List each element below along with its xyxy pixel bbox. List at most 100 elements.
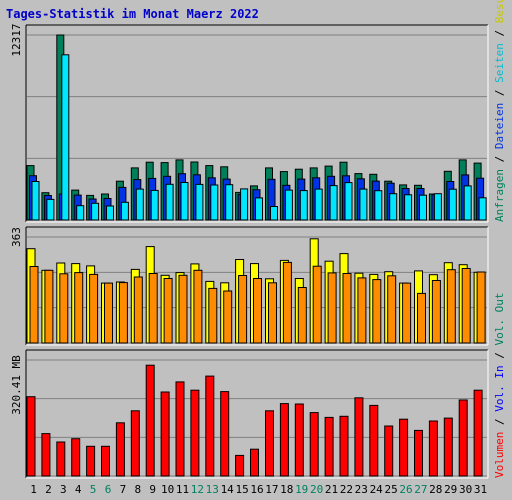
bar-rechner-day-11 <box>178 274 188 344</box>
x-label-day-17: 17 <box>265 483 278 496</box>
bar-rechner-day-8 <box>133 276 143 344</box>
bar-seiten-day-25 <box>389 193 398 221</box>
bar-rechner-day-3 <box>59 273 69 344</box>
bar-rechner-day-26 <box>402 282 412 344</box>
x-label-day-20: 20 <box>310 483 323 496</box>
x-label-day-19: 19 <box>295 483 308 496</box>
bar-rechner-day-21 <box>327 272 337 344</box>
bar-volumen-day-5 <box>86 445 96 477</box>
bar-seiten-day-26 <box>404 194 413 221</box>
bar-seiten-day-10 <box>165 183 174 221</box>
bar-volumen-day-6 <box>101 445 110 477</box>
x-label-day-9: 9 <box>149 483 156 496</box>
bar-rechner-day-24 <box>372 279 382 344</box>
x-axis-labels: 1 2 3 4 5 6 7 8 9 10 11 12 13 14 15 16 17 18 19 20 21 22 23 24 2… <box>30 483 487 496</box>
x-label-day-1: 1 <box>30 483 37 496</box>
x-label-day-30: 30 <box>459 483 472 496</box>
legend-sep2: / <box>493 346 506 366</box>
bar-rechner-day-29 <box>446 269 456 344</box>
x-label-day-7: 7 <box>120 483 127 496</box>
bar-rechner-day-6 <box>104 282 113 344</box>
legend-seiten: Seiten <box>493 43 506 83</box>
x-label-day-27: 27 <box>414 483 427 496</box>
bar-volumen-day-25 <box>384 425 394 477</box>
bar-rechner-day-14 <box>223 290 233 344</box>
panel-1: 12317 Anfragen / Dateien / Seiten / Besuc… <box>10 0 506 223</box>
legend: Volumen / Vol. In / Vol. Out <box>493 293 506 478</box>
legend: Anfragen / Dateien / Seiten / Besuche / … <box>493 0 506 222</box>
x-label-day-6: 6 <box>105 483 112 496</box>
x-label-day-11: 11 <box>176 483 189 496</box>
bar-volumen-day-7 <box>115 422 125 477</box>
bar-volumen-day-17 <box>265 410 274 477</box>
bar-seiten-day-19 <box>299 190 308 221</box>
y-max-label: 320.41 MB <box>10 355 23 415</box>
bar-rechner-day-2 <box>44 269 54 344</box>
bar-seiten-day-22 <box>344 182 353 221</box>
bar-volumen-day-1 <box>26 396 36 477</box>
bar-seiten-day-12 <box>195 183 204 221</box>
bar-volumen-day-29 <box>443 417 453 477</box>
bar-volumen-day-24 <box>369 404 379 477</box>
y-max-label: 12317 <box>10 23 23 56</box>
x-label-day-22: 22 <box>340 483 353 496</box>
bar-rechner-day-22 <box>342 273 352 344</box>
x-label-day-21: 21 <box>325 483 338 496</box>
bar-seiten-day-15 <box>240 188 249 221</box>
legend-sep3: / <box>493 23 506 43</box>
x-label-day-10: 10 <box>161 483 174 496</box>
bar-rechner-day-13 <box>208 287 218 344</box>
bar-rechner-day-5 <box>89 273 99 344</box>
bar-rechner-day-28 <box>431 280 441 344</box>
bar-rechner-day-4 <box>74 272 84 344</box>
bar-volumen-day-2 <box>41 433 51 477</box>
bar-seiten-day-30 <box>463 185 472 221</box>
bar-seiten-day-17 <box>270 206 278 221</box>
bar-volumen-day-8 <box>130 410 140 477</box>
x-label-day-28: 28 <box>429 483 442 496</box>
x-label-day-18: 18 <box>280 483 293 496</box>
bar-seiten-day-2 <box>46 198 55 221</box>
bar-volumen-day-23 <box>354 397 364 477</box>
x-label-day-26: 26 <box>399 483 412 496</box>
bar-seiten-day-23 <box>359 188 368 221</box>
x-label-day-13: 13 <box>206 483 219 496</box>
legend-vol_in: Vol. In <box>493 365 506 411</box>
bar-rechner-day-15 <box>238 275 248 344</box>
bar-volumen-day-13 <box>205 375 215 477</box>
bar-volumen-day-28 <box>428 420 438 477</box>
x-label-day-3: 3 <box>60 483 67 496</box>
legend-sep2: / <box>493 83 506 103</box>
bar-volumen-day-18 <box>279 403 289 477</box>
bar-volumen-day-10 <box>160 391 170 477</box>
bar-rechner-day-16 <box>253 278 262 344</box>
x-label-day-8: 8 <box>134 483 141 496</box>
bar-rechner-day-7 <box>118 282 128 344</box>
bar-rechner-day-23 <box>357 277 367 344</box>
bar-seiten-day-8 <box>135 188 144 221</box>
bar-seiten-day-20 <box>314 188 323 221</box>
bar-rechner-day-1 <box>29 266 39 344</box>
bar-rechner-day-10 <box>163 278 173 344</box>
x-label-day-31: 31 <box>474 483 487 496</box>
bar-seiten-day-31 <box>478 197 487 221</box>
panel-2: 363 <box>10 226 489 346</box>
x-label-day-29: 29 <box>444 483 457 496</box>
bar-seiten-day-24 <box>374 190 383 221</box>
bar-seiten-day-3 <box>61 54 70 221</box>
bar-seiten-day-6 <box>106 205 114 221</box>
bar-rechner-day-27 <box>417 292 426 344</box>
bar-volumen-day-16 <box>250 448 259 477</box>
x-label-day-25: 25 <box>384 483 397 496</box>
legend-vol_out: Vol. Out <box>493 293 506 346</box>
bar-seiten-day-29 <box>448 188 457 221</box>
bar-rechner-day-31 <box>476 271 486 344</box>
bar-seiten-day-5 <box>91 202 100 221</box>
x-label-day-14: 14 <box>221 483 235 496</box>
bar-rechner-day-30 <box>461 268 471 344</box>
bar-rechner-day-17 <box>268 282 277 344</box>
bar-volumen-day-3 <box>56 441 66 477</box>
bar-volumen-day-30 <box>458 399 468 477</box>
bar-rechner-day-19 <box>297 287 307 344</box>
bar-volumen-day-27 <box>414 429 423 477</box>
